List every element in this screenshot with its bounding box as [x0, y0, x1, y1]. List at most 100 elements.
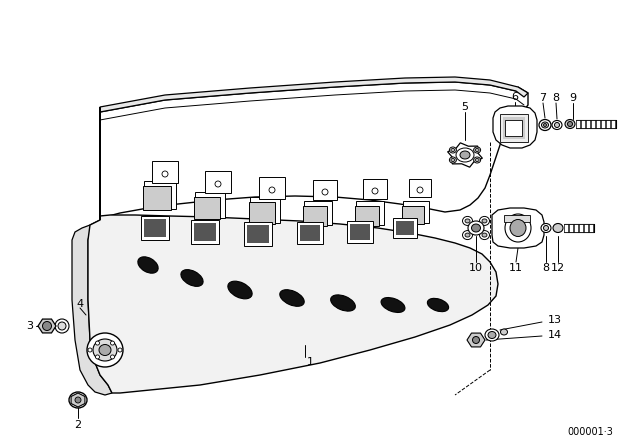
Polygon shape: [591, 120, 595, 128]
Polygon shape: [249, 202, 275, 224]
Polygon shape: [492, 208, 544, 248]
Polygon shape: [503, 117, 525, 139]
Polygon shape: [409, 179, 431, 197]
Polygon shape: [71, 393, 85, 407]
Ellipse shape: [58, 322, 66, 330]
Ellipse shape: [95, 355, 99, 359]
Text: 4: 4: [76, 299, 84, 309]
Polygon shape: [244, 222, 272, 246]
Ellipse shape: [111, 355, 115, 359]
Polygon shape: [402, 206, 424, 224]
Ellipse shape: [479, 231, 490, 240]
Polygon shape: [143, 186, 171, 210]
Text: 8: 8: [552, 93, 559, 103]
Text: 000001·3: 000001·3: [567, 427, 613, 437]
Polygon shape: [500, 114, 528, 142]
Polygon shape: [259, 177, 285, 199]
Ellipse shape: [111, 341, 115, 345]
Polygon shape: [195, 192, 225, 218]
Polygon shape: [152, 161, 178, 183]
Ellipse shape: [565, 120, 575, 129]
Polygon shape: [88, 112, 498, 393]
Ellipse shape: [472, 224, 481, 232]
Polygon shape: [574, 224, 578, 232]
Ellipse shape: [456, 148, 474, 162]
Ellipse shape: [451, 159, 455, 161]
Ellipse shape: [118, 348, 122, 352]
Text: 9: 9: [570, 93, 577, 103]
Text: 8: 8: [543, 263, 550, 273]
Ellipse shape: [543, 225, 548, 231]
Ellipse shape: [543, 124, 547, 126]
Ellipse shape: [417, 187, 423, 193]
Ellipse shape: [75, 397, 81, 403]
Ellipse shape: [93, 339, 117, 361]
Ellipse shape: [215, 181, 221, 187]
Ellipse shape: [510, 220, 526, 237]
Ellipse shape: [568, 121, 573, 126]
Ellipse shape: [42, 322, 51, 331]
Ellipse shape: [463, 231, 472, 240]
Polygon shape: [347, 221, 373, 243]
Ellipse shape: [322, 189, 328, 195]
Text: 1: 1: [307, 357, 314, 367]
Ellipse shape: [55, 319, 69, 333]
Ellipse shape: [280, 290, 304, 306]
Ellipse shape: [500, 329, 508, 335]
Polygon shape: [579, 224, 583, 232]
Ellipse shape: [465, 233, 470, 237]
Polygon shape: [589, 224, 593, 232]
Text: 11: 11: [509, 263, 523, 273]
Ellipse shape: [88, 348, 92, 352]
Text: 7: 7: [540, 93, 547, 103]
Polygon shape: [569, 224, 573, 232]
Ellipse shape: [87, 333, 123, 367]
Polygon shape: [447, 143, 483, 167]
Polygon shape: [38, 319, 56, 333]
Ellipse shape: [465, 219, 470, 223]
Ellipse shape: [463, 216, 472, 225]
Ellipse shape: [472, 336, 479, 344]
Polygon shape: [194, 223, 216, 241]
Ellipse shape: [449, 147, 456, 153]
Ellipse shape: [449, 157, 456, 163]
Ellipse shape: [138, 257, 158, 273]
Polygon shape: [504, 215, 530, 222]
Polygon shape: [363, 179, 387, 199]
Ellipse shape: [99, 345, 111, 356]
Ellipse shape: [474, 157, 481, 163]
Ellipse shape: [269, 187, 275, 193]
Ellipse shape: [474, 147, 481, 153]
Ellipse shape: [479, 216, 490, 225]
Polygon shape: [564, 224, 568, 232]
Polygon shape: [247, 225, 269, 243]
Ellipse shape: [482, 233, 487, 237]
Polygon shape: [303, 206, 327, 226]
Polygon shape: [304, 201, 332, 225]
Polygon shape: [300, 225, 320, 241]
Ellipse shape: [468, 221, 484, 235]
Text: 13: 13: [548, 315, 562, 325]
Ellipse shape: [552, 121, 562, 129]
Polygon shape: [611, 120, 615, 128]
Text: 3: 3: [26, 321, 33, 331]
Ellipse shape: [539, 120, 551, 130]
Ellipse shape: [451, 148, 455, 151]
Polygon shape: [144, 181, 176, 209]
Polygon shape: [205, 171, 231, 193]
Text: 14: 14: [548, 330, 562, 340]
Ellipse shape: [485, 329, 499, 341]
Ellipse shape: [541, 224, 551, 233]
Text: 10: 10: [469, 263, 483, 273]
Ellipse shape: [372, 188, 378, 194]
Text: 5: 5: [461, 102, 468, 112]
Text: 2: 2: [74, 420, 81, 430]
Ellipse shape: [181, 270, 203, 286]
Ellipse shape: [228, 281, 252, 299]
Ellipse shape: [541, 122, 548, 128]
Polygon shape: [356, 201, 384, 225]
Ellipse shape: [95, 341, 99, 345]
Polygon shape: [396, 221, 414, 235]
Ellipse shape: [505, 214, 531, 242]
Polygon shape: [505, 120, 522, 136]
